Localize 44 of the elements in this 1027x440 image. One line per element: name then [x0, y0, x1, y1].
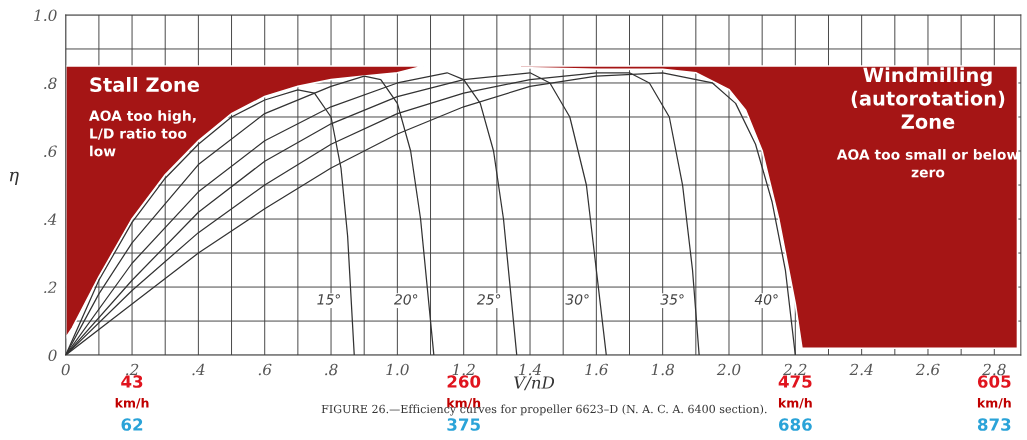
series-label: 35° [660, 294, 684, 305]
series-label: 25° [476, 294, 501, 305]
x-tick-label: 0 [61, 363, 70, 376]
y-tick-label: .8 [44, 77, 57, 90]
x-tick-label: 1.4 [518, 363, 542, 376]
text: 375 [447, 418, 480, 431]
x-tick-label: 2.2 [783, 363, 807, 376]
y-tick-label: .6 [44, 145, 57, 158]
text: 873 [977, 418, 1011, 431]
series-label: 30° [565, 294, 589, 305]
text: 605 [977, 375, 1011, 388]
x-tick-label: 1.6 [585, 363, 608, 376]
x-tick-label: .4 [192, 363, 205, 376]
text: 43 [121, 375, 143, 388]
annotation: AOA too high, L/D ratio too low [89, 110, 196, 157]
x-tick-label: 1.0 [386, 363, 409, 376]
x-tick-label: 2.0 [716, 363, 741, 376]
text: 686 [778, 418, 812, 431]
annotation: Windmilling (autorotation) Zone [851, 67, 1005, 129]
x-tick-label: .8 [325, 363, 338, 376]
text: 62 [121, 418, 143, 431]
text: km/h [778, 397, 812, 409]
x-tick-label: .2 [126, 363, 139, 376]
series-label: 20° [394, 294, 418, 305]
text: 260 [447, 375, 481, 388]
y-tick-label: .2 [44, 281, 57, 294]
annotation: Stall Zone [90, 76, 200, 93]
x-axis-title: V/nD [514, 376, 555, 391]
x-tick-label: .6 [258, 363, 272, 376]
text: km/h [977, 397, 1011, 409]
x-tick-label: 2.6 [915, 363, 940, 376]
y-tick-label: 0 [48, 349, 57, 362]
x-tick-label: 1.2 [452, 363, 475, 376]
x-tick-label: 1.8 [651, 363, 675, 376]
y-tick-label: .4 [44, 213, 57, 226]
y-axis-title: η [9, 171, 19, 186]
x-tick-label: 2.8 [982, 363, 1006, 376]
y-tick-label: 1.0 [34, 9, 57, 21]
series-label: 40° [754, 294, 778, 305]
series-label: 15° [317, 294, 340, 305]
text: km/h [115, 397, 149, 409]
annotation: AOA too small or below zero [836, 149, 1019, 178]
x-tick-label: 2.4 [849, 363, 873, 376]
text: 475 [778, 375, 812, 388]
